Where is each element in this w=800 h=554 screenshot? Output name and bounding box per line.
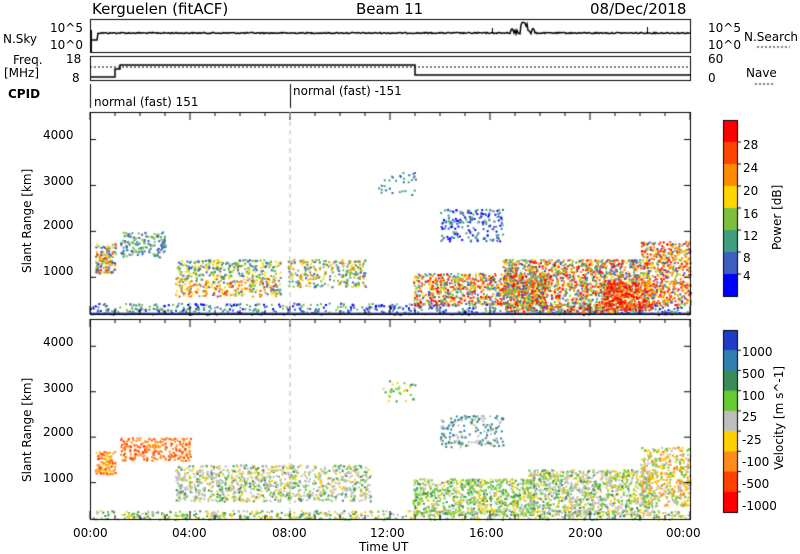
power-tick-24: 24 bbox=[743, 161, 759, 175]
power-tick-4: 4 bbox=[743, 269, 751, 283]
vel-tick-m100: -100 bbox=[742, 455, 770, 469]
power-bar-title: Power [dB] bbox=[770, 184, 784, 250]
velocity-bar-title: Velocity [m s^-1] bbox=[772, 365, 786, 470]
noise-right-tick-low: 10^0 bbox=[708, 38, 741, 52]
range-axis-title-top: Slant Range [km] bbox=[20, 168, 34, 273]
nave-label: Nave bbox=[746, 66, 777, 80]
power-tick-12: 12 bbox=[743, 229, 759, 243]
time-tick-5: 20:00 bbox=[568, 526, 603, 540]
beam-title: Beam 11 bbox=[356, 0, 424, 18]
date-title: 08/Dec/2018 bbox=[590, 0, 687, 18]
range-tick-top-4000: 4000 bbox=[43, 128, 74, 142]
noise-right-tick-high: 10^5 bbox=[708, 21, 741, 35]
freq-unit-label: [MHz] bbox=[4, 66, 40, 80]
freq-right-tick-low: 0 bbox=[708, 71, 716, 85]
time-tick-3: 12:00 bbox=[370, 526, 405, 540]
freq-left-tick-high: 18 bbox=[66, 52, 82, 66]
nsky-label: N.Sky bbox=[3, 32, 38, 46]
time-tick-0: 00:00 bbox=[73, 526, 108, 540]
range-tick-top-2000: 2000 bbox=[43, 218, 74, 232]
freq-right-tick-high: 60 bbox=[708, 52, 724, 66]
range-tick-bot-1000: 1000 bbox=[43, 471, 74, 485]
range-tick-top-1000: 1000 bbox=[43, 264, 74, 278]
vel-tick-1000: 1000 bbox=[742, 345, 773, 359]
range-tick-bot-2000: 2000 bbox=[43, 425, 74, 439]
vel-tick-m1000: -1000 bbox=[742, 499, 777, 513]
freq-label: Freq. bbox=[13, 53, 43, 67]
time-tick-6: 00:00 bbox=[666, 526, 701, 540]
cpid-label: CPID bbox=[8, 87, 41, 101]
vel-tick-m25: -25 bbox=[742, 433, 762, 447]
power-tick-28: 28 bbox=[743, 138, 759, 152]
range-tick-bot-3000: 3000 bbox=[43, 381, 74, 395]
station-title: Kerguelen (fitACF) bbox=[92, 0, 229, 18]
vel-tick-100: 100 bbox=[742, 389, 765, 403]
freq-left-tick-low: 8 bbox=[72, 71, 80, 85]
time-tick-1: 04:00 bbox=[172, 526, 207, 540]
power-tick-8: 8 bbox=[743, 251, 751, 265]
vel-tick-25: 25 bbox=[742, 410, 758, 424]
time-tick-2: 08:00 bbox=[272, 526, 307, 540]
noise-left-tick-low: 10^0 bbox=[50, 38, 83, 52]
range-axis-title-bottom: Slant Range [km] bbox=[20, 377, 34, 482]
noise-left-tick-high: 10^5 bbox=[50, 21, 83, 35]
cpid-text-2: normal (fast) -151 bbox=[293, 84, 402, 98]
range-tick-bot-4000: 4000 bbox=[43, 335, 74, 349]
nsearch-label: N.Search bbox=[744, 30, 799, 44]
time-tick-4: 16:00 bbox=[469, 526, 504, 540]
power-tick-20: 20 bbox=[743, 184, 759, 198]
cpid-text-1: normal (fast) 151 bbox=[94, 95, 199, 109]
power-tick-16: 16 bbox=[743, 207, 759, 221]
time-axis-title: Time UT bbox=[359, 540, 409, 554]
vel-tick-500: 500 bbox=[742, 367, 765, 381]
range-tick-top-3000: 3000 bbox=[43, 174, 74, 188]
vel-tick-m500: -500 bbox=[742, 477, 770, 491]
